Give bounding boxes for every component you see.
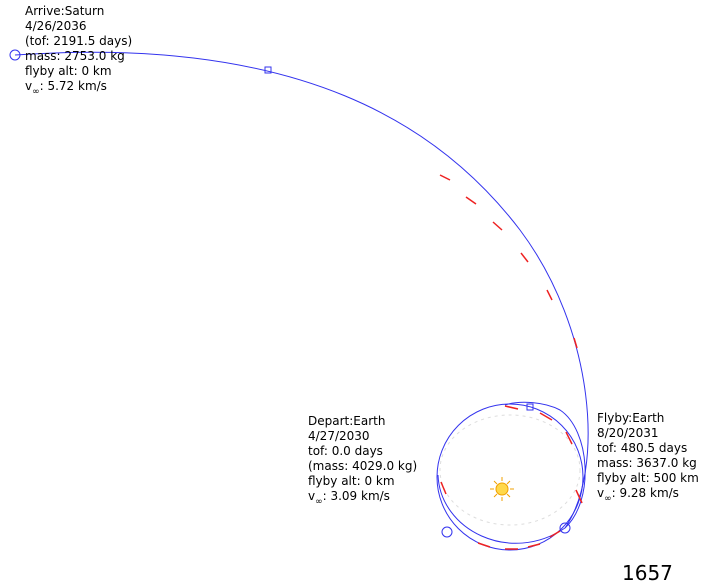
trajectory [9,49,589,551]
thrust-arrow [549,530,561,538]
vinf-line: v∞: 3.09 km/s [308,489,390,507]
thrust-arrow [492,221,503,231]
thrust-arrow [575,489,583,504]
event-line: Depart:Earth [308,414,385,428]
event-line: 8/20/2031 [597,426,659,440]
vinf-line: v∞: 9.28 km/s [597,486,679,504]
thrust-arrow [440,481,447,495]
event-line: flyby alt: 500 km [597,471,699,485]
sun-disc [495,482,509,496]
vinf-subscript: ∞ [32,87,40,97]
vinf-symbol: v [597,486,604,500]
saturn-marker [9,49,21,61]
depart-marker [441,526,453,538]
thrust-arrow [520,252,529,263]
maneuver-square [526,403,534,411]
event-line: Arrive:Saturn [25,4,104,18]
sun [490,477,514,501]
thrust-arrow [565,431,573,445]
event-line: mass: 3637.0 kg [597,456,697,470]
flyby-marker [559,522,571,534]
event-line: 4/27/2030 [308,429,370,443]
thrust-arrows [439,174,583,550]
event-line: tof: 0.0 days [308,444,383,458]
vinf-symbol: v [25,79,32,93]
event-line: flyby alt: 0 km [25,64,112,78]
event-line: (mass: 4029.0 kg) [308,459,417,473]
footer-number: 1657 [622,561,673,585]
thrust-arrow [465,196,477,205]
event-line: (tof: 2191.5 days) [25,34,132,48]
event-line: tof: 480.5 days [597,441,687,455]
thrust-arrow [439,174,451,181]
saturn-leg [14,51,589,529]
event-line: mass: 2753.0 kg [25,49,125,63]
thrust-arrow [477,542,491,548]
vinf-subscript: ∞ [315,497,323,507]
vinf-value: : 3.09 km/s [323,489,390,503]
thrust-arrow [504,405,519,410]
thrust-arrow [527,543,541,548]
maneuver-square [264,66,272,74]
event-line: flyby alt: 0 km [308,474,395,488]
earth-leg [437,401,586,544]
vinf-symbol: v [308,489,315,503]
vinf-value: : 9.28 km/s [612,486,679,500]
event-line: Flyby:Earth [597,411,664,425]
event-line: 4/26/2036 [25,19,87,33]
earth-orbit [436,403,584,551]
thrust-arrow [573,337,578,349]
vinf-line: v∞: 5.72 km/s [25,79,107,97]
vinf-subscript: ∞ [604,494,612,504]
orbit-guide [439,414,581,526]
thrust-arrow [539,412,553,421]
vinf-value: : 5.72 km/s [40,79,107,93]
thrust-arrow [546,289,553,301]
